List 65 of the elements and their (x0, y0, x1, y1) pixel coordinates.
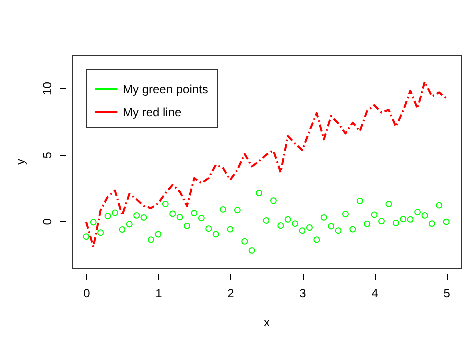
point (386, 201, 392, 208)
point (436, 202, 443, 209)
point (176, 214, 184, 221)
point (162, 201, 169, 208)
point (414, 209, 422, 216)
point (206, 226, 212, 232)
line-series (85, 80, 448, 248)
point (119, 226, 126, 234)
x-tick-label: 5 (444, 286, 451, 300)
point (198, 215, 205, 222)
x-axis-title: x (264, 316, 270, 330)
point (83, 234, 90, 240)
point (364, 220, 371, 228)
point (443, 218, 450, 226)
y-axis-title: y (14, 159, 28, 165)
point (227, 226, 234, 233)
legend-label: My red line (123, 106, 182, 120)
x-tick-label: 0 (84, 286, 91, 300)
point (134, 212, 140, 219)
point (248, 247, 256, 254)
point (400, 216, 407, 223)
point (256, 190, 263, 196)
point (320, 214, 328, 221)
point (342, 211, 349, 218)
x-tick-label: 1 (156, 286, 163, 300)
point (170, 210, 176, 218)
point (299, 228, 306, 234)
legend-label: My green points (123, 82, 208, 96)
point (428, 220, 436, 228)
point (242, 238, 248, 245)
point (104, 213, 112, 220)
point (148, 236, 154, 244)
point (234, 207, 241, 214)
point (184, 222, 190, 230)
point (155, 231, 162, 238)
point (191, 210, 198, 217)
point (335, 228, 342, 234)
point (112, 210, 118, 216)
point (371, 212, 378, 218)
point (284, 216, 292, 223)
point (378, 218, 385, 225)
point (392, 220, 400, 226)
point (270, 198, 277, 204)
point (350, 226, 356, 233)
point (220, 206, 227, 213)
y-tick-label: 0 (40, 218, 54, 226)
point (306, 224, 313, 232)
point (356, 198, 364, 204)
point (98, 230, 104, 236)
point (140, 214, 148, 221)
point (422, 212, 428, 219)
x-tick-label: 2 (228, 286, 235, 300)
point (263, 218, 270, 224)
y-tick-label: 5 (40, 152, 54, 159)
point (407, 216, 414, 223)
point (278, 222, 284, 230)
x-tick-label: 3 (300, 286, 307, 300)
y-tick-label: 10 (40, 82, 54, 96)
point (126, 221, 133, 228)
point (90, 219, 97, 226)
point (212, 231, 220, 238)
x-tick-label: 4 (372, 286, 379, 300)
point (314, 236, 320, 244)
point (328, 223, 335, 230)
point (292, 220, 299, 228)
